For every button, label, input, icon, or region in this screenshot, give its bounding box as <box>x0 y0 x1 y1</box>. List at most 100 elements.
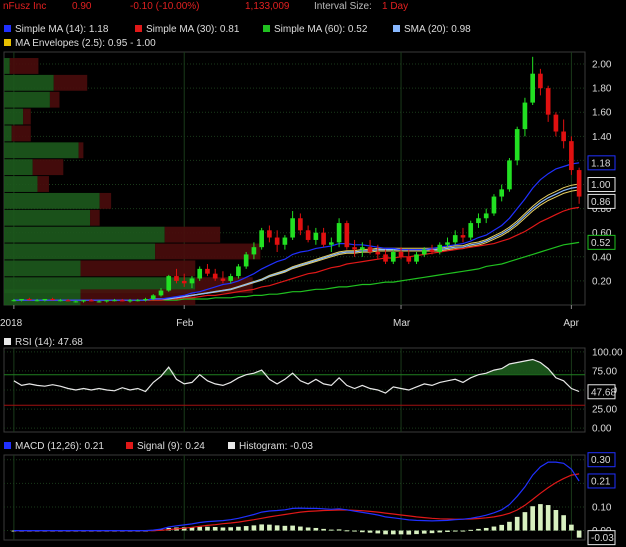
histogram-bar <box>553 510 559 531</box>
legend-swatch <box>4 39 11 46</box>
rsi-tick-label: 25.00 <box>592 405 617 416</box>
volume-profile-up <box>4 209 91 226</box>
signal-title: Signal (9): 0.24 <box>137 441 205 452</box>
histogram-bar <box>452 530 458 532</box>
price-value-tag-box <box>587 177 616 193</box>
candle-body <box>460 235 466 238</box>
macd-panel: 0.300.200.100.000.300.21-0.03 <box>3 452 616 546</box>
candle-body <box>414 254 419 262</box>
x-axis-label: 2018 <box>0 318 23 329</box>
histogram-bar <box>491 526 497 531</box>
rsi-tick-label: 100.00 <box>592 347 623 358</box>
volume-profile-down <box>78 142 84 159</box>
volume-profile-down <box>9 58 39 74</box>
price-value-tag-box <box>587 234 616 250</box>
histogram-bar <box>228 527 234 531</box>
price-tick-label: 0.40 <box>592 252 612 263</box>
volume-profile-down <box>155 243 261 260</box>
price-value-tag-box <box>587 155 616 171</box>
histogram-bar <box>197 526 203 531</box>
histogram-bar <box>398 530 404 535</box>
candle-body <box>367 247 373 252</box>
rsi-tick-label: 75.00 <box>592 366 617 377</box>
volume-profile-down <box>80 289 196 306</box>
rsi-overbought-fill <box>13 359 580 375</box>
histogram-bar <box>367 530 373 533</box>
candle-body <box>329 242 334 245</box>
histogram-bar <box>561 515 566 531</box>
histogram-bar <box>530 506 535 531</box>
candle-body <box>58 300 63 302</box>
macd-value-tag: 0.21 <box>591 476 611 487</box>
candle-body <box>96 301 102 303</box>
candle-body <box>538 73 543 89</box>
candle-body <box>522 102 528 130</box>
price-value-tag-box <box>587 193 616 209</box>
legend-swatch <box>4 25 11 32</box>
legend-sma14: Simple MA (14): 1.18 <box>4 24 108 35</box>
histogram-bar <box>522 512 528 531</box>
legend-label: Simple MA (14): 1.18 <box>15 24 109 35</box>
histogram-bar <box>313 527 319 531</box>
macd-value-tag: -0.03 <box>591 533 614 544</box>
histogram-bar <box>538 504 543 531</box>
candle-body <box>65 300 71 302</box>
histogram-bar <box>212 527 218 531</box>
volume-profile-down <box>53 74 88 91</box>
candle-body <box>290 218 295 238</box>
volume-profile-up <box>4 289 81 306</box>
volume-profile-up <box>4 58 10 74</box>
candle-body <box>429 249 435 252</box>
candle-body <box>88 300 94 302</box>
histogram-bar <box>375 530 381 534</box>
candle-body <box>545 88 551 115</box>
volume-profile-down <box>90 209 100 226</box>
legend-label: Simple MA (30): 0.81 <box>146 24 240 35</box>
histogram-bar <box>359 530 365 533</box>
histogram-bar <box>243 526 249 531</box>
candle-body <box>81 300 86 302</box>
volume-profile-up <box>4 176 38 192</box>
histogram-bar <box>414 530 419 535</box>
candle-body <box>359 247 365 250</box>
candle-body <box>375 251 381 255</box>
signal-line <box>13 473 580 532</box>
histogram-bar <box>576 530 582 538</box>
candle-body <box>468 223 474 238</box>
candle-body <box>383 254 388 262</box>
candle-body <box>530 73 535 103</box>
macd-title: MACD (12,26): 0.21 <box>15 441 104 452</box>
macd-legend-item: MACD (12,26): 0.21 <box>4 441 104 452</box>
histogram-bar <box>321 528 326 531</box>
candle-body <box>514 129 520 161</box>
volume-profile-down <box>32 159 64 176</box>
volume-profile-up <box>4 226 165 243</box>
price-tick-label: 0.80 <box>592 204 612 215</box>
candle-body <box>483 213 489 219</box>
candle-body <box>243 254 249 267</box>
candle-body <box>390 251 396 262</box>
candle-body <box>189 278 195 284</box>
histogram-bar <box>352 530 357 532</box>
price-panel: 2.001.801.601.401.201.000.800.600.400.20… <box>0 51 616 329</box>
macd-tick-label: 0.10 <box>592 502 612 513</box>
candle-body <box>143 298 148 301</box>
candle-body <box>174 276 179 281</box>
histogram-bar <box>344 530 350 532</box>
candle-body <box>181 280 187 284</box>
price-tick-label: 1.80 <box>592 84 612 95</box>
candle-body <box>112 300 117 302</box>
macd-value-tag-box <box>587 452 616 468</box>
histogram-bar <box>421 530 427 534</box>
volume-profile-up <box>4 91 50 108</box>
legend-swatch <box>228 442 235 449</box>
volume-profile-up <box>4 125 12 142</box>
candle-body <box>73 301 79 303</box>
histogram-bar <box>267 524 272 531</box>
histogram-title: Histogram: -0.03 <box>239 441 313 452</box>
volume-profile-down <box>49 91 60 108</box>
volume-profile-down <box>164 226 221 243</box>
histogram-bar <box>336 529 342 531</box>
price-value-tag: 0.52 <box>591 238 611 249</box>
signal-legend-item: Signal (9): 0.24 <box>126 441 205 452</box>
